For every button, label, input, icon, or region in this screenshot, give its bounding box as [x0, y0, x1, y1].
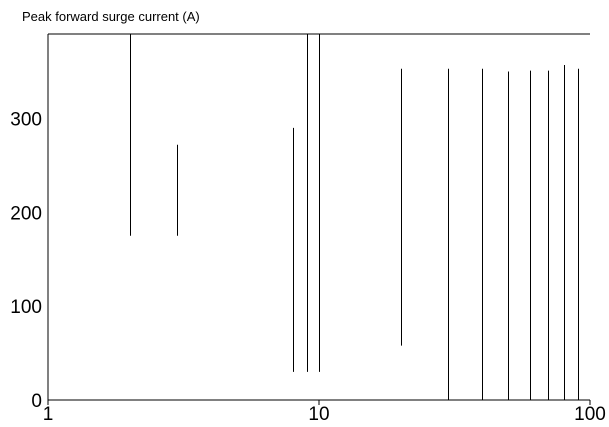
y-tick-label: 300: [10, 109, 42, 130]
y-tick-label: 100: [10, 297, 42, 318]
x-axis-ticks: 1 10 100: [43, 400, 606, 425]
x-tick-label: 1: [43, 404, 54, 425]
x-tick-label: 100: [574, 404, 606, 425]
x-tick-label: 10: [308, 404, 329, 425]
y-axis-ticks: 0 100 200 300: [10, 109, 42, 412]
y-tick-label: 0: [31, 391, 42, 412]
y-axis-title: Peak forward surge current (A): [22, 9, 200, 24]
y-tick-label: 200: [10, 203, 42, 224]
data-segments: [130, 34, 579, 400]
